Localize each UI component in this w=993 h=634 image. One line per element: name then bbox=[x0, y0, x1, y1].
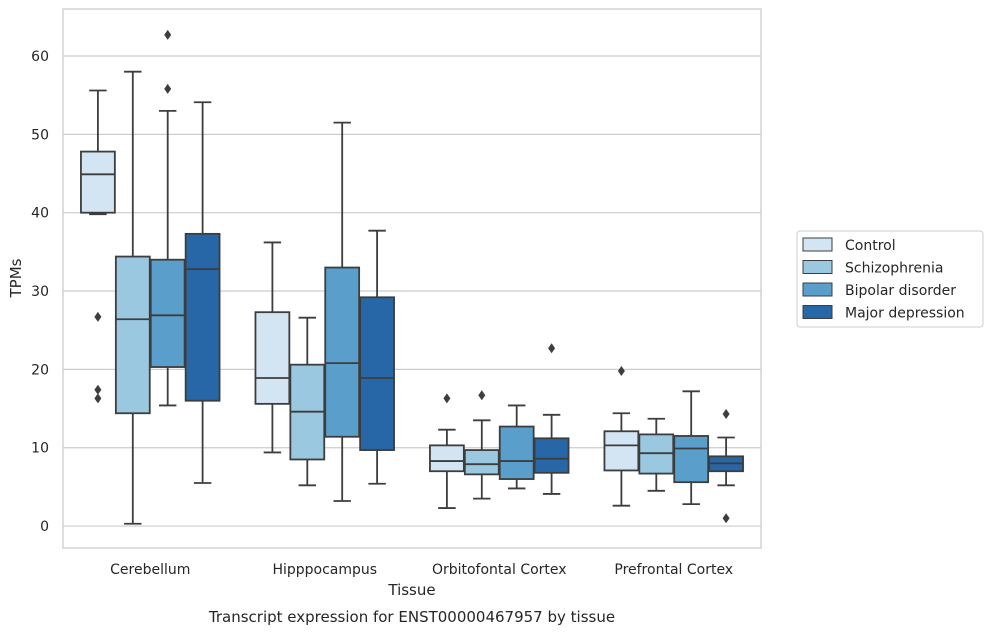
outlier-point bbox=[548, 343, 556, 354]
box-iqr bbox=[498, 425, 535, 480]
box-iqr bbox=[463, 449, 500, 476]
box-schizophrenia-2 bbox=[463, 390, 500, 500]
box-control-0 bbox=[80, 89, 116, 404]
outlier-point bbox=[722, 409, 730, 420]
box-control-2 bbox=[429, 393, 465, 509]
box-iqr bbox=[603, 430, 640, 472]
box-iqr bbox=[149, 258, 186, 368]
y-tick-label: 50 bbox=[31, 127, 49, 143]
box-schizophrenia-0 bbox=[114, 70, 151, 525]
box-control-3 bbox=[603, 365, 640, 507]
legend-entry-label: Control bbox=[845, 238, 896, 254]
x-tick-label: Prefrontal Cortex bbox=[614, 562, 733, 578]
box-iqr bbox=[184, 232, 221, 402]
box-iqr bbox=[429, 444, 465, 473]
legend-swatch bbox=[802, 282, 833, 297]
box-bipolar-disorder-2 bbox=[498, 404, 535, 490]
chart-caption: Transcript expression for ENST0000046795… bbox=[208, 608, 615, 626]
outlier-point bbox=[164, 29, 172, 40]
box-iqr bbox=[114, 255, 151, 415]
y-tick-label: 20 bbox=[31, 362, 49, 378]
box-schizophrenia-1 bbox=[289, 316, 326, 487]
outlier-point bbox=[94, 384, 102, 395]
outlier-point bbox=[722, 513, 730, 524]
outlier-point bbox=[478, 390, 486, 401]
outlier-point bbox=[94, 393, 102, 404]
legend-swatch bbox=[802, 237, 833, 252]
box-major-depression-2 bbox=[533, 343, 570, 495]
box-iqr bbox=[324, 266, 361, 438]
y-axis-ticks: 0 10 20 30 40 50 60 bbox=[31, 49, 49, 535]
y-axis-label: TPMs bbox=[7, 258, 25, 298]
box-bipolar-disorder-0 bbox=[149, 29, 186, 407]
legend-entry-label: Schizophrenia bbox=[845, 261, 943, 277]
box-major-depression-1 bbox=[359, 229, 395, 485]
boxes-layer bbox=[80, 29, 744, 525]
y-tick-label: 10 bbox=[31, 441, 49, 457]
y-tick-label: 30 bbox=[31, 284, 49, 300]
box-major-depression-3 bbox=[708, 409, 744, 524]
box-iqr bbox=[254, 311, 291, 405]
box-bipolar-disorder-1 bbox=[324, 121, 361, 502]
x-tick-label: Orbitofontal Cortex bbox=[432, 562, 567, 578]
box-schizophrenia-3 bbox=[638, 417, 675, 492]
outlier-point bbox=[94, 311, 102, 322]
x-axis-ticks: Cerebellum Hipppocampus Orbitofontal Corte… bbox=[110, 562, 733, 578]
box-iqr bbox=[80, 150, 116, 214]
legend-entry-label: Bipolar disorder bbox=[845, 283, 956, 299]
y-tick-label: 60 bbox=[31, 49, 49, 65]
box-iqr bbox=[359, 296, 395, 451]
outlier-point bbox=[617, 365, 625, 376]
outlier-point bbox=[443, 393, 451, 404]
y-tick-label: 0 bbox=[40, 519, 49, 535]
box-major-depression-0 bbox=[184, 101, 221, 484]
legend: Control Schizophrenia Bipolar disorder Majo… bbox=[796, 230, 984, 328]
box-iqr bbox=[673, 435, 710, 484]
legend-swatch bbox=[802, 260, 833, 274]
x-tick-label: Cerebellum bbox=[110, 562, 190, 578]
x-axis-label: Tissue bbox=[387, 581, 435, 599]
box-control-1 bbox=[254, 241, 291, 454]
legend-frame bbox=[796, 230, 984, 328]
box-iqr bbox=[533, 437, 570, 474]
plot-frame bbox=[62, 8, 762, 549]
legend-swatch bbox=[802, 305, 833, 319]
y-tick-label: 40 bbox=[31, 206, 49, 222]
legend-entry-label: Major depression bbox=[845, 306, 965, 322]
x-tick-label: Hipppocampus bbox=[272, 562, 377, 578]
box-bipolar-disorder-3 bbox=[673, 390, 710, 506]
outlier-point bbox=[164, 83, 172, 94]
